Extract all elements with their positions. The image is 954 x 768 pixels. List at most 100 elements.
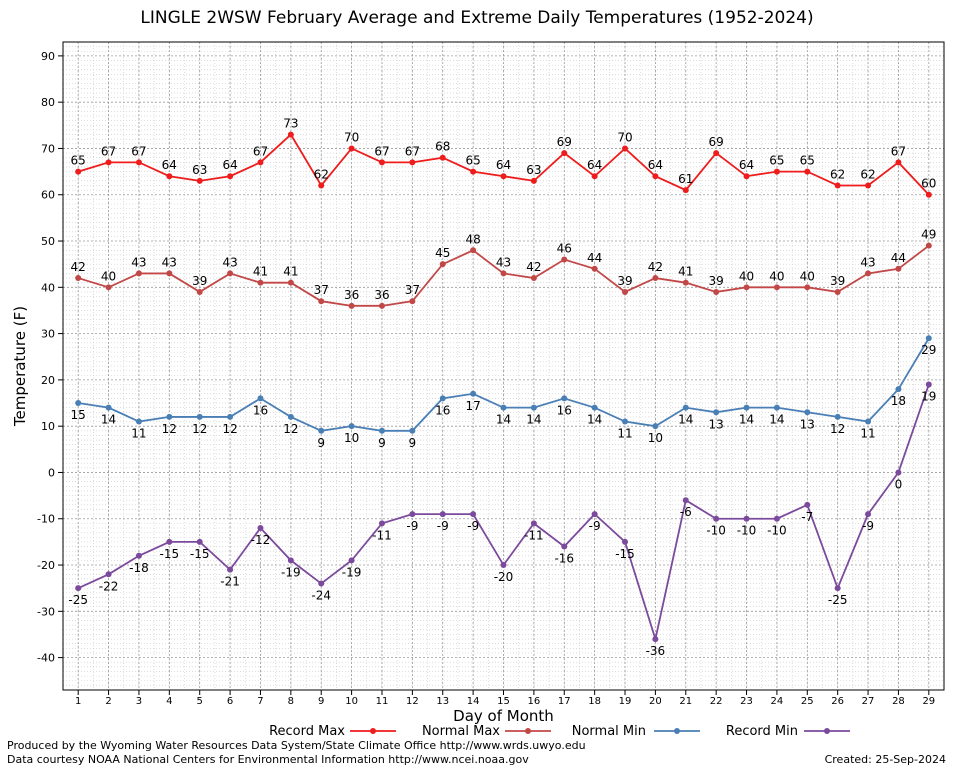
- record-min-data-label: 19: [921, 390, 936, 404]
- normal-min-point: [561, 395, 568, 402]
- x-tick-label: 26: [831, 696, 844, 707]
- record-min-data-label: -9: [589, 519, 601, 533]
- record-max-point: [561, 150, 568, 157]
- x-tick-label: 5: [197, 696, 203, 707]
- normal-max-data-label: 37: [405, 283, 420, 297]
- normal-max-data-label: 39: [830, 274, 845, 288]
- normal-max-data-label: 48: [465, 232, 480, 246]
- normal-max-point: [622, 288, 629, 295]
- record-max-point: [865, 182, 872, 189]
- normal-min-point: [743, 404, 750, 411]
- legend-marker-record-max: [370, 728, 376, 734]
- record-min-point: [409, 511, 416, 518]
- normal-min-data-label: 13: [709, 417, 724, 431]
- record-max-data-label: 67: [253, 144, 268, 158]
- normal-min-data-label: 29: [921, 343, 936, 357]
- chart-title: LINGLE 2WSW February Average and Extreme…: [140, 8, 814, 28]
- record-min-point: [773, 515, 780, 522]
- normal-min-data-label: 9: [378, 436, 386, 450]
- record-min-point: [622, 538, 629, 545]
- normal-max-data-label: 44: [587, 251, 602, 265]
- footer-created: Created: 25-Sep-2024: [824, 753, 946, 766]
- record-min-point: [348, 557, 355, 564]
- normal-min-data-label: 13: [800, 417, 815, 431]
- normal-max-point: [196, 288, 203, 295]
- record-max-point: [75, 168, 82, 175]
- normal-max-point: [925, 242, 932, 249]
- record-max-data-label: 67: [101, 144, 116, 158]
- record-min-point: [439, 511, 446, 518]
- normal-min-point: [439, 395, 446, 402]
- record-min-point: [470, 511, 477, 518]
- record-min-point: [652, 636, 659, 643]
- normal-max-data-label: 42: [648, 260, 663, 274]
- normal-min-point: [834, 413, 841, 420]
- normal-min-point: [135, 418, 142, 425]
- normal-min-data-label: 11: [131, 427, 146, 441]
- record-min-data-label: -36: [646, 644, 666, 658]
- normal-max-data-label: 44: [891, 251, 906, 265]
- normal-max-data-label: 43: [860, 255, 875, 269]
- normal-min-data-label: 12: [222, 422, 237, 436]
- y-tick-label: 40: [41, 281, 55, 294]
- record-min-data-label: -10: [737, 524, 757, 538]
- record-max-data-label: 60: [921, 177, 936, 191]
- normal-max-data-label: 42: [526, 260, 541, 274]
- record-min-point: [500, 562, 507, 569]
- record-max-data-label: 65: [800, 154, 815, 168]
- normal-max-point: [135, 270, 142, 277]
- legend-label-normal-min: Normal Min: [572, 724, 646, 739]
- x-tick-label: 23: [740, 696, 753, 707]
- normal-min-point: [682, 404, 689, 411]
- normal-max-data-label: 41: [678, 265, 693, 279]
- y-tick-label: 10: [41, 420, 55, 433]
- record-min-point: [75, 585, 82, 592]
- normal-min-data-label: 12: [830, 422, 845, 436]
- record-min-data-label: -15: [615, 547, 635, 561]
- y-tick-label: 0: [48, 466, 55, 479]
- x-tick-label: 29: [922, 696, 935, 707]
- record-max-data-label: 62: [314, 167, 329, 181]
- record-max-point: [135, 159, 142, 166]
- normal-min-point: [622, 418, 629, 425]
- record-max-point: [166, 173, 173, 180]
- normal-min-point: [895, 386, 902, 393]
- x-tick-label: 24: [771, 696, 784, 707]
- x-tick-label: 17: [558, 696, 571, 707]
- record-max-data-label: 69: [557, 135, 572, 149]
- record-max-point: [378, 159, 385, 166]
- x-tick-label: 7: [257, 696, 263, 707]
- record-min-point: [287, 557, 294, 564]
- normal-max-data-label: 36: [344, 288, 359, 302]
- y-tick-label: 70: [41, 142, 55, 155]
- record-max-point: [530, 177, 537, 184]
- normal-max-point: [561, 256, 568, 263]
- x-tick-label: 19: [619, 696, 632, 707]
- record-min-data-label: -10: [767, 524, 787, 538]
- normal-max-point: [318, 298, 325, 305]
- record-max-point: [196, 177, 203, 184]
- record-max-data-label: 63: [192, 163, 207, 177]
- x-tick-label: 20: [649, 696, 662, 707]
- record-max-data-label: 62: [860, 167, 875, 181]
- record-min-data-label: -19: [342, 565, 362, 579]
- normal-max-point: [652, 275, 659, 282]
- record-max-data-label: 73: [283, 117, 298, 131]
- normal-max-data-label: 40: [800, 269, 815, 283]
- y-tick-label: -10: [37, 513, 55, 526]
- record-min-point: [834, 585, 841, 592]
- normal-max-data-label: 41: [283, 265, 298, 279]
- normal-max-point: [105, 284, 112, 291]
- normal-max-point: [865, 270, 872, 277]
- normal-min-point: [591, 404, 598, 411]
- record-max-point: [925, 191, 932, 198]
- record-min-data-label: -11: [524, 528, 544, 542]
- record-max-point: [470, 168, 477, 175]
- x-tick-label: 12: [406, 696, 419, 707]
- record-min-data-label: -7: [801, 510, 813, 524]
- record-max-data-label: 64: [648, 158, 663, 172]
- normal-min-data-label: 14: [769, 413, 784, 427]
- x-tick-label: 21: [679, 696, 692, 707]
- y-tick-label: -40: [37, 652, 55, 665]
- record-min-data-label: -19: [281, 565, 301, 579]
